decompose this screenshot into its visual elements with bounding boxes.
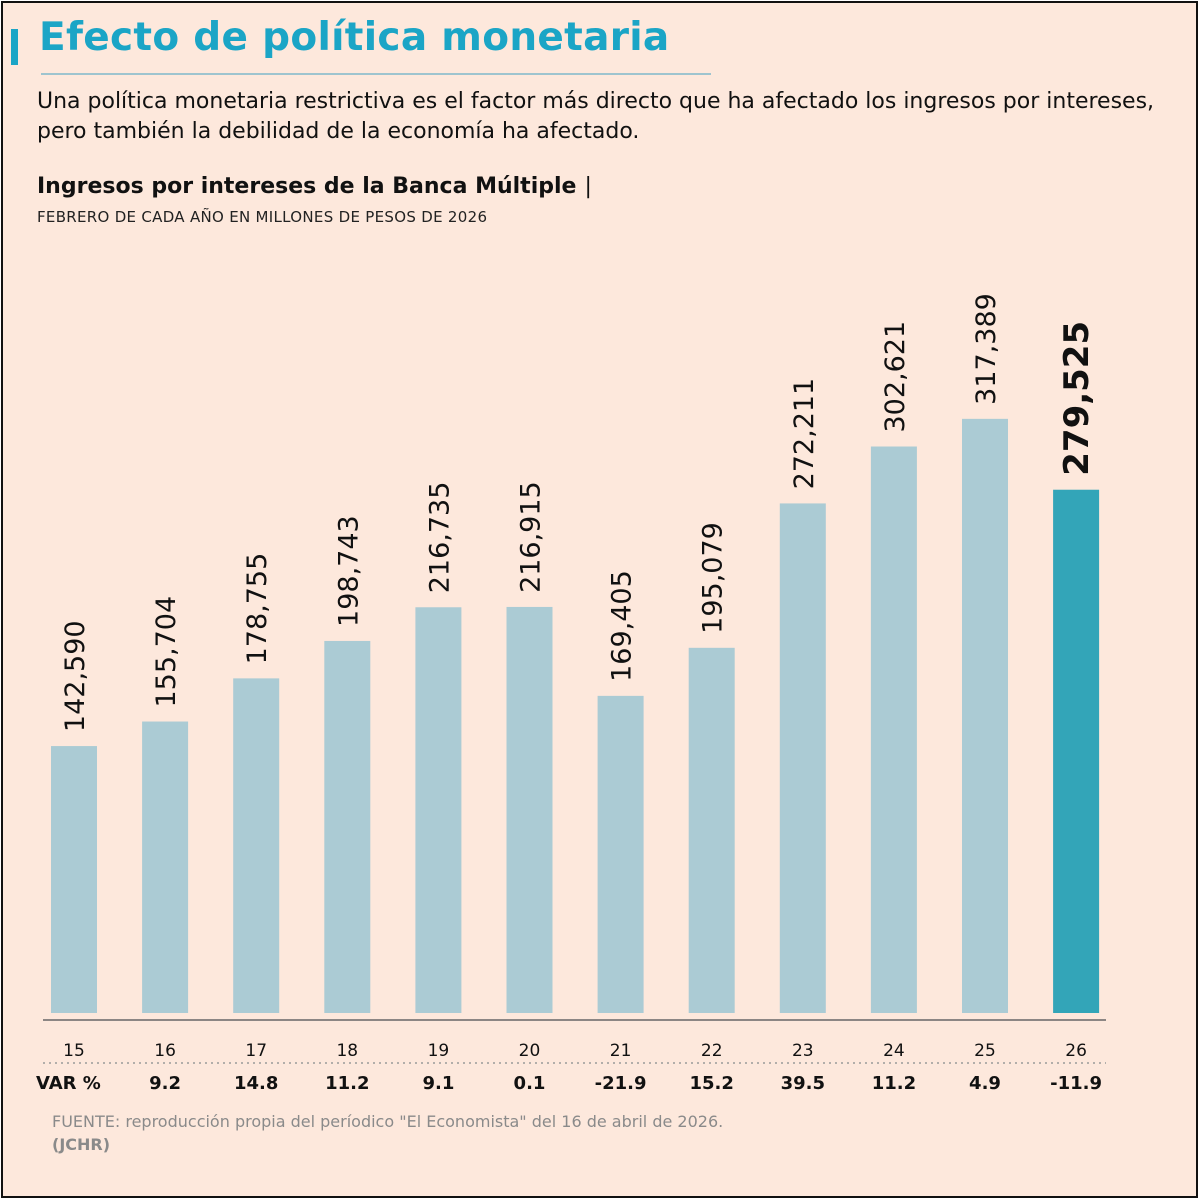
x-tick-20: 20 xyxy=(519,1041,541,1061)
x-tick-19: 19 xyxy=(428,1041,450,1061)
chart-title: Ingresos por intereses de la Banca Múlti… xyxy=(37,174,592,199)
bar-value-label-25: 317,389 xyxy=(971,293,1002,405)
chart-title-text: Ingresos por intereses de la Banca Múlti… xyxy=(37,174,577,199)
x-tick-15: 15 xyxy=(63,1041,85,1061)
chart-subtitle: FEBRERO DE CADA AÑO EN MILLONES DE PESOS… xyxy=(37,208,488,226)
x-tick-22: 22 xyxy=(701,1041,723,1061)
source-note: FUENTE: reproducción propia del períodic… xyxy=(52,1112,724,1131)
bar-value-label-26: 279,525 xyxy=(1057,321,1097,476)
var-value-24: 11.2 xyxy=(872,1073,916,1094)
bar-20 xyxy=(506,606,553,1013)
bar-17 xyxy=(233,678,280,1013)
x-tick-labels-group: 15 16 17 18 19 20 21 22 23 24 25 26 xyxy=(63,1041,1087,1061)
bar-value-label-24: 302,621 xyxy=(880,321,911,433)
var-value-23: 39.5 xyxy=(781,1073,825,1094)
bar-18 xyxy=(324,640,371,1013)
bar-value-label-19: 216,735 xyxy=(424,482,455,594)
var-value-19: 9.1 xyxy=(422,1073,454,1094)
bar-22 xyxy=(688,647,735,1013)
bar-value-label-15: 142,590 xyxy=(60,620,91,732)
bar-value-label-20: 216,915 xyxy=(516,481,547,593)
bars-group xyxy=(51,418,1100,1013)
bar-value-label-21: 169,405 xyxy=(607,570,638,682)
bar-25 xyxy=(962,418,1008,1013)
bar-value-label-23: 272,211 xyxy=(789,378,820,490)
bar-15 xyxy=(51,746,97,1013)
var-value-18: 11.2 xyxy=(325,1073,369,1094)
bar-chart: 142,590 155,704 178,755 198,743 216,735 216,9… xyxy=(36,293,1106,1094)
x-tick-21: 21 xyxy=(610,1041,632,1061)
var-value-26: -11.9 xyxy=(1050,1073,1102,1094)
x-tick-18: 18 xyxy=(336,1041,358,1061)
var-value-16: 9.2 xyxy=(149,1073,181,1094)
x-tick-24: 24 xyxy=(883,1041,905,1061)
x-tick-23: 23 xyxy=(792,1041,814,1061)
value-labels-group: 142,590 155,704 178,755 198,743 216,735 216,9… xyxy=(60,293,1097,732)
bar-23 xyxy=(779,503,826,1013)
page-title: Efecto de política monetaria xyxy=(39,15,670,60)
bar-24 xyxy=(870,446,917,1013)
x-tick-17: 17 xyxy=(245,1041,267,1061)
var-value-22: 15.2 xyxy=(689,1073,733,1094)
var-header: VAR % xyxy=(36,1073,101,1094)
var-value-21: -21.9 xyxy=(595,1073,647,1094)
x-tick-26: 26 xyxy=(1065,1041,1087,1061)
bar-16 xyxy=(142,721,189,1013)
title-accent-bar xyxy=(11,29,18,65)
var-value-20: 0.1 xyxy=(514,1073,546,1094)
lead-paragraph: Una política monetaria restrictiva es el… xyxy=(37,89,1155,144)
credit-note: (JCHR) xyxy=(52,1135,111,1154)
var-values-group: 9.2 14.8 11.2 9.1 0.1 -21.9 15.2 39.5 11.2 4.9 -11… xyxy=(149,1073,1102,1094)
bar-value-label-18: 198,743 xyxy=(333,515,364,627)
bar-value-label-17: 178,755 xyxy=(242,553,273,665)
bar-19 xyxy=(415,607,462,1013)
x-tick-25: 25 xyxy=(974,1041,996,1061)
bar-value-label-16: 155,704 xyxy=(151,596,182,708)
title-underline xyxy=(41,73,711,75)
bar-21 xyxy=(597,695,644,1013)
chart-title-separator: | xyxy=(584,174,592,199)
var-value-17: 14.8 xyxy=(234,1073,278,1094)
bar-value-label-22: 195,079 xyxy=(698,522,729,634)
x-tick-16: 16 xyxy=(154,1041,176,1061)
var-value-25: 4.9 xyxy=(969,1073,1001,1094)
bar-26 xyxy=(1053,489,1100,1013)
